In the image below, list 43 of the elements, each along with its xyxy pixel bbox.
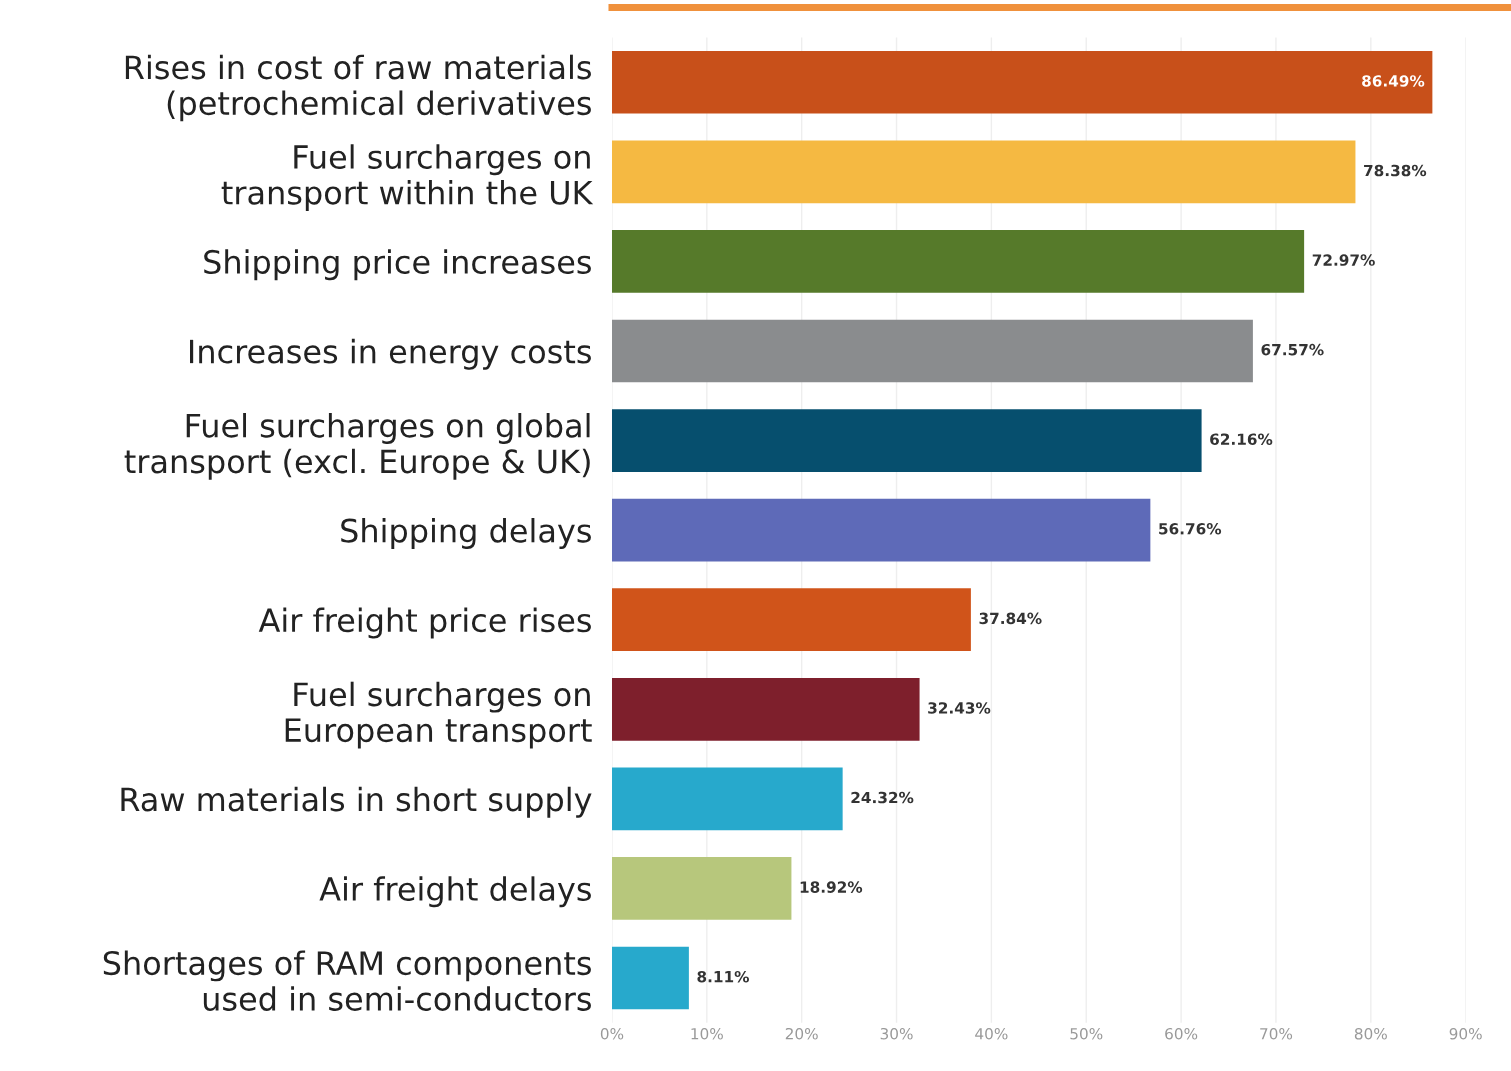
bar: [611, 498, 1151, 562]
bar: [611, 677, 920, 741]
x-tick-label: 60%: [1165, 1027, 1198, 1040]
x-tick-label: 40%: [975, 1027, 1008, 1040]
data-label: 62.16%: [1210, 433, 1273, 445]
x-tick-label: 70%: [1260, 1027, 1293, 1040]
y-tick-label: Air freight price rises: [258, 607, 591, 639]
x-tick-label: 90%: [1449, 1027, 1482, 1040]
bar: [611, 230, 1305, 293]
y-tick-label: Air freight delays: [319, 876, 591, 908]
bar: [611, 409, 1202, 472]
y-tick-label: Rises in cost of raw materials (petrochemical derivatives: [125, 54, 591, 122]
data-label: 56.76%: [1159, 523, 1222, 535]
data-label: 37.84%: [979, 612, 1042, 625]
bar: [611, 319, 1253, 383]
data-label: 24.32%: [851, 791, 914, 804]
y-tick-label: Fuel surcharges on European transport: [285, 681, 592, 749]
bar: [611, 767, 843, 831]
bar: [611, 946, 689, 1010]
bar: [611, 857, 792, 920]
data-label: 8.11%: [697, 970, 749, 983]
data-label: 67.57%: [1261, 343, 1324, 356]
data-label: 72.97%: [1312, 254, 1375, 266]
y-tick-label: Fuel surcharges on global transport (excl. Europe & UK): [124, 412, 590, 480]
x-tick-label: 0%: [600, 1027, 624, 1040]
x-tick-label: 50%: [1070, 1027, 1103, 1040]
x-tick-label: 80%: [1354, 1027, 1387, 1040]
y-tick-label: Shortages of RAM components used in semi-conductors: [103, 950, 591, 1011]
y-tick-label: Increases in energy costs: [190, 338, 591, 370]
y-tick-label: Raw materials in short supply: [121, 786, 592, 818]
y-tick-label: Shipping price increases: [204, 249, 591, 281]
bar: [611, 588, 971, 652]
y-tick-label: Fuel surcharges on transport within the UK: [221, 144, 594, 211]
y-tick-label: Shipping delays: [341, 518, 591, 549]
x-tick-label: 30%: [880, 1027, 913, 1040]
bar: [611, 140, 1356, 204]
x-tick-label: 20%: [785, 1027, 818, 1040]
data-label: 18.92%: [800, 881, 863, 893]
x-tick-label: 10%: [691, 1027, 723, 1040]
data-label: 86.49%: [1362, 75, 1425, 87]
bar: [611, 50, 1433, 114]
data-label: 32.43%: [928, 702, 991, 714]
data-label: 78.38%: [1364, 164, 1427, 177]
